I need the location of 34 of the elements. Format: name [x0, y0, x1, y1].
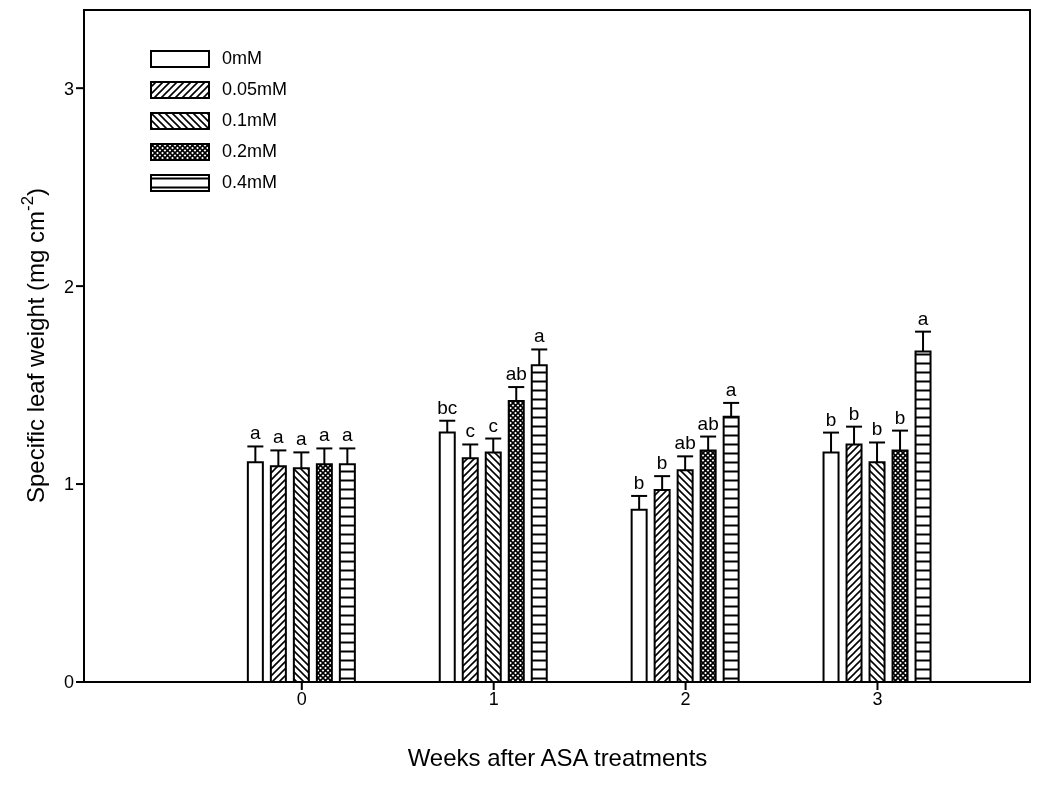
- annotation: b: [871, 418, 883, 440]
- x-tick-label: 0: [296, 688, 307, 709]
- annotation: c: [465, 420, 475, 442]
- legend-label: 0.2mM: [222, 140, 278, 163]
- y-tick-label: 2: [63, 276, 74, 297]
- annotation: b: [848, 402, 860, 424]
- legend-label: 0mM: [222, 47, 262, 70]
- annotation: a: [533, 325, 545, 347]
- x-tick-label: 3: [872, 688, 883, 709]
- y-tick-label: 3: [63, 78, 74, 99]
- annotation: b: [825, 408, 837, 430]
- annotation: b: [656, 452, 668, 474]
- annotation: ab: [505, 363, 527, 385]
- annotation: b: [894, 406, 906, 428]
- annotation: a: [273, 426, 285, 448]
- legend-label: 0.1mM: [222, 109, 278, 132]
- annotation: a: [319, 424, 331, 446]
- annotation: a: [725, 378, 737, 400]
- y-tick-label: 0: [63, 672, 74, 693]
- annotation: bc: [437, 396, 458, 418]
- x-tick-label: 1: [488, 688, 499, 709]
- annotation: a: [296, 428, 308, 450]
- annotation: a: [917, 307, 929, 329]
- annotation: b: [633, 471, 645, 493]
- annotation: c: [488, 414, 498, 436]
- legend-label: 0.05mM: [222, 78, 288, 101]
- annotation: ab: [674, 432, 696, 454]
- x-axis-title: Weeks after ASA treatments: [407, 744, 708, 771]
- y-tick-label: 1: [63, 474, 74, 495]
- annotation: ab: [697, 412, 719, 434]
- annotation: a: [342, 424, 354, 446]
- annotation: a: [250, 422, 262, 444]
- x-tick-label: 2: [680, 688, 691, 709]
- legend-label: 0.4mM: [222, 171, 278, 194]
